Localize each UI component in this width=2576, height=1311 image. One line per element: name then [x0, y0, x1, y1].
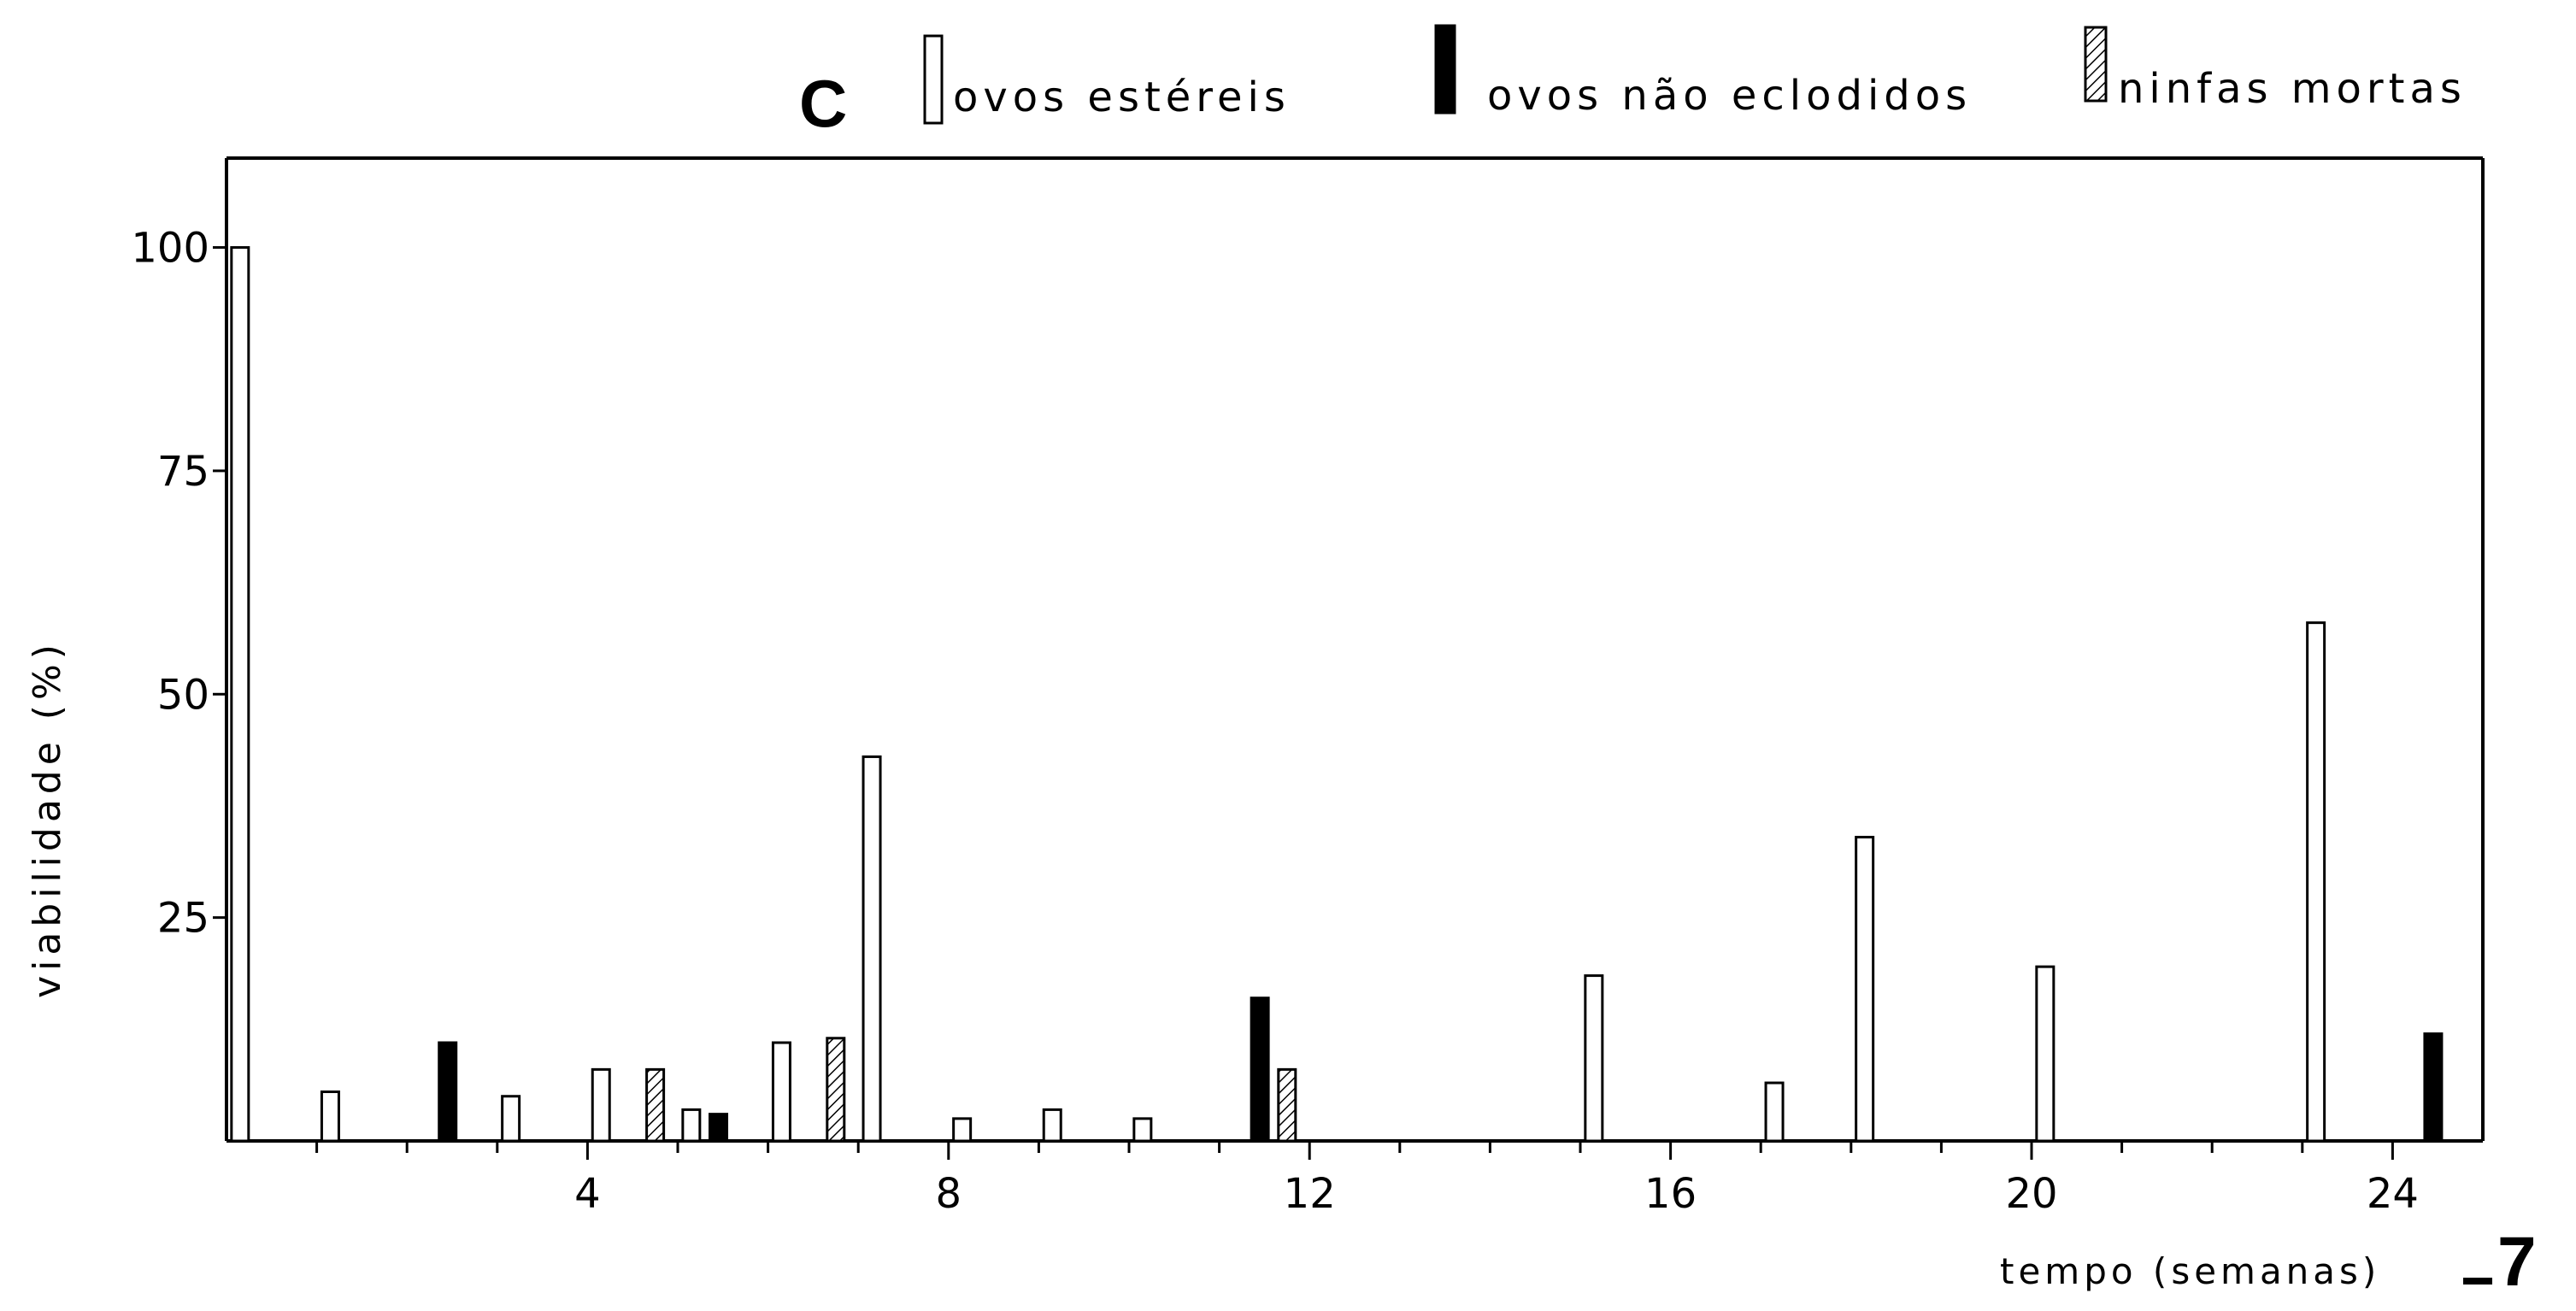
legend-label-ninfas-mortas: ninfas mortas — [2118, 65, 2467, 113]
bar-ovos-estereis — [503, 1096, 520, 1141]
legend-swatch-ovos-nao-eclodidos — [1436, 26, 1455, 113]
bar-ovos-estereis — [773, 1043, 790, 1141]
bar-ovos-estereis — [683, 1109, 700, 1141]
bar-ovos-nao-eclodidos — [710, 1114, 727, 1141]
y-tick-label: 100 — [131, 225, 209, 273]
bar-ovos-nao-eclodidos — [1251, 998, 1268, 1141]
bar-ovos-nao-eclodidos — [439, 1043, 456, 1141]
bar-ovos-estereis — [1134, 1119, 1151, 1141]
legend-label-ovos-estereis: ovos estéreis — [953, 73, 1291, 121]
bar-ovos-estereis — [863, 756, 880, 1141]
panel-label: C — [799, 66, 847, 141]
x-axis-label: tempo (semanas) — [2000, 1250, 2380, 1292]
bar-ovos-estereis — [1856, 838, 1873, 1141]
y-tick-label: 75 — [157, 448, 209, 496]
figure-number: 7 — [2497, 1223, 2537, 1301]
y-tick-label: 25 — [157, 895, 209, 943]
x-tick-label: 12 — [1284, 1170, 1336, 1218]
bar-ovos-estereis — [592, 1069, 609, 1141]
bar-ovos-estereis — [2037, 967, 2054, 1141]
x-tick-label: 20 — [2005, 1170, 2057, 1218]
x-tick-label: 16 — [1644, 1170, 1697, 1218]
bar-ovos-estereis — [1044, 1109, 1061, 1141]
bar-ovos-estereis — [321, 1092, 338, 1142]
bars — [232, 248, 2442, 1141]
y-tick-label: 50 — [157, 671, 209, 719]
bar-ovos-estereis — [1766, 1083, 1783, 1141]
bar-ninfas-mortas — [1279, 1069, 1296, 1141]
bar-ninfas-mortas — [827, 1038, 844, 1141]
legend-label-ovos-nao-eclodidos: ovos não eclodidos — [1487, 72, 1972, 120]
bar-ninfas-mortas — [647, 1069, 664, 1141]
bar-ovos-estereis — [954, 1119, 971, 1141]
legend-swatch-ovos-estereis — [925, 36, 942, 123]
bar-ovos-nao-eclodidos — [2425, 1034, 2442, 1141]
y-axis-label: viabilidade (%) — [26, 639, 69, 998]
bar-ovos-estereis — [1585, 976, 1603, 1141]
legend-swatch-ninfas-mortas — [2085, 27, 2106, 101]
ticks: 4 8 12 16 20 24 25 50 75 100 — [131, 225, 2419, 1218]
bar-ovos-estereis — [232, 248, 249, 1141]
x-tick-label: 4 — [574, 1170, 601, 1218]
figure-number-dash — [2463, 1278, 2492, 1285]
x-tick-label: 8 — [936, 1170, 962, 1218]
x-tick-label: 24 — [2367, 1170, 2419, 1218]
axes — [226, 158, 2483, 1141]
bar-ovos-estereis — [2308, 623, 2325, 1141]
legend: C ovos estéreis ovos não eclodidos ninfa… — [799, 26, 2467, 141]
